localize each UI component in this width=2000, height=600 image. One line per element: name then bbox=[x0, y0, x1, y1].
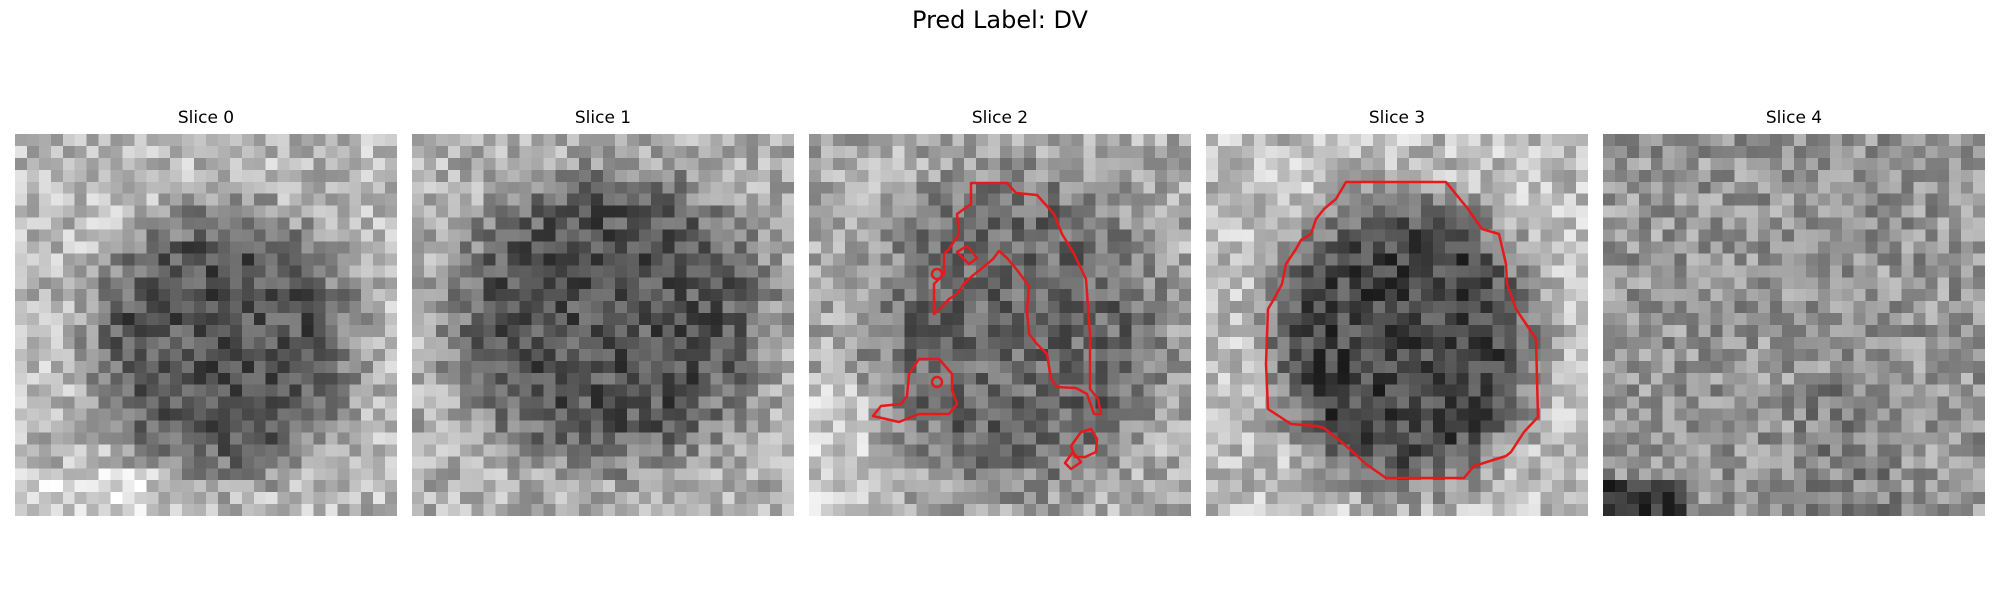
panel-title-slice-2: Slice 2 bbox=[971, 108, 1029, 128]
contour-left-region bbox=[871, 357, 959, 424]
segmentation-contour-overlay bbox=[871, 181, 1103, 471]
contour-right-lower bbox=[1069, 427, 1099, 459]
contour-right-tail bbox=[1063, 450, 1083, 471]
figure-title: Pred Label: DV bbox=[912, 6, 1088, 34]
grayscale-image bbox=[1206, 134, 1588, 516]
grayscale-image bbox=[1603, 134, 1985, 516]
image-panel-slice-4 bbox=[1603, 134, 1985, 516]
panel-title-slice-4: Slice 4 bbox=[1765, 108, 1823, 128]
grayscale-image bbox=[412, 134, 794, 516]
panel-title-slice-0: Slice 0 bbox=[177, 108, 235, 128]
grayscale-image bbox=[809, 134, 1191, 516]
contour-main-region bbox=[932, 181, 1103, 416]
contour-dot-a bbox=[930, 267, 944, 281]
contour-cell-boundary bbox=[1264, 180, 1540, 480]
image-panel-slice-0 bbox=[15, 134, 397, 516]
grayscale-image bbox=[15, 134, 397, 516]
contour-dot-b bbox=[930, 375, 944, 389]
segmentation-contour-overlay bbox=[1264, 180, 1540, 480]
image-panel-slice-2 bbox=[809, 134, 1191, 516]
panel-title-slice-3: Slice 3 bbox=[1368, 108, 1426, 128]
contour-small-bump bbox=[955, 244, 979, 266]
image-panel-slice-1 bbox=[412, 134, 794, 516]
image-panel-slice-3 bbox=[1206, 134, 1588, 516]
panel-title-slice-1: Slice 1 bbox=[574, 108, 632, 128]
